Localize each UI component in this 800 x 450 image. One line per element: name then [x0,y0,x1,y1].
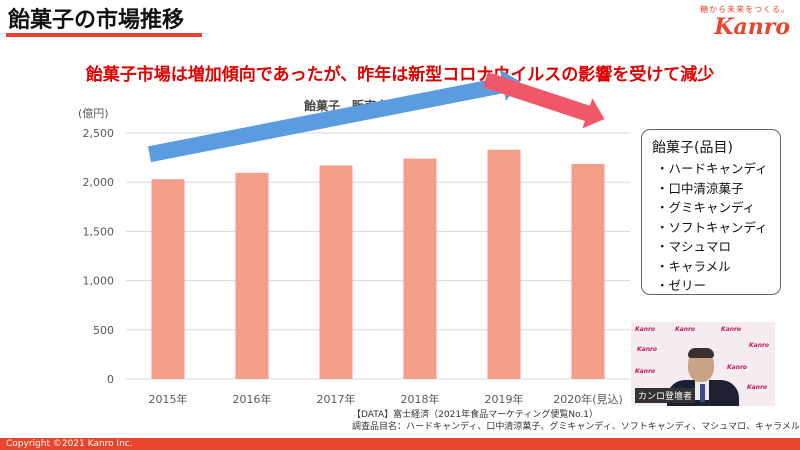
presenter-video: Kanro Kanro Kanro Kanro Kanro Kanro Kanr… [631,322,775,406]
bar [487,149,521,379]
x-tick-label: 2018年 [401,392,440,406]
x-tick-label: 2016年 [233,392,272,406]
presenter-hair [688,348,714,358]
increase-arrow [148,69,521,163]
backdrop-logo: Kanro [721,326,742,333]
backdrop-logo: Kanro [637,346,658,353]
y-tick-label: 1,000 [83,275,115,288]
presenter-tie [700,384,705,402]
legend-title: 飴菓子(品目) [652,140,733,156]
legend-item: ・ソフトキャンディ [656,219,768,235]
category-legend-box: 飴菓子(品目) ・ハードキャンディ ・口中清涼菓子 ・グミキャンディ ・ソフトキ… [641,129,781,295]
backdrop-logo: Kanro [675,326,696,333]
legend-item: ・マシュマロ [656,239,732,254]
slide-title: 飴菓子の市場推移 [8,8,185,33]
headline: 飴菓子市場は増加傾向であったが、昨年は新型コロナウイルスの影響を受けて減少 [85,65,715,85]
legend-item: ・ゼリー [656,278,707,293]
source-line: 調査品目名：ハードキャンディ、口中清涼菓子、グミキャンディ、ソフトキャンディ、マ… [352,422,800,432]
bar [403,158,437,379]
y-tick-label: 2,000 [83,176,115,189]
source-line: 【DATA】富士経済（2021年食品マーケティング便覧No.1） [352,410,599,420]
x-tick-label: 2017年 [317,392,356,406]
x-tick-label: 2020年(見込) [553,392,623,406]
backdrop-logo: Kanro [635,368,656,375]
legend-item: ・口中清涼菓子 [656,180,744,196]
backdrop-wall: Kanro Kanro Kanro Kanro Kanro Kanro Kanr… [631,322,775,406]
y-tick-label: 1,500 [83,225,115,238]
logo-brand: Kanro [714,14,790,40]
legend-item: ・キャラメル [656,258,731,274]
legend-item: ・グミキャンディ [656,200,756,215]
data-source-note: 【DATA】富士経済（2021年食品マーケティング便覧No.1） 調査品目名：ハ… [352,409,800,433]
y-tick-label: 0 [107,373,114,386]
bar [571,163,605,379]
legend-item: ・ハードキャンディ [656,161,768,176]
y-tick-label: 500 [93,324,114,337]
title-underline [6,33,202,37]
decrease-arrow [483,72,605,129]
x-tick-label: 2015年 [149,392,188,406]
bar [151,179,185,379]
speaker-caption: カンロ登壇者 [635,388,696,403]
bar [235,172,269,379]
backdrop-logo: Kanro [747,384,768,391]
backdrop-logo: Kanro [635,326,656,333]
bar [319,165,353,379]
y-unit-label: (億円) [78,107,109,120]
backdrop-logo: Kanro [727,364,748,371]
logo-tagline: 糖から未来をつくる。 [700,5,790,14]
y-tick-label: 2,500 [83,127,115,140]
kanro-logo: 糖から未来をつくる。 Kanro [700,4,790,39]
copyright-footer: Copyright ©2021 Kanro Inc. [0,438,800,450]
backdrop-logo: Kanro [749,342,770,349]
x-tick-label: 2019年 [485,392,524,406]
